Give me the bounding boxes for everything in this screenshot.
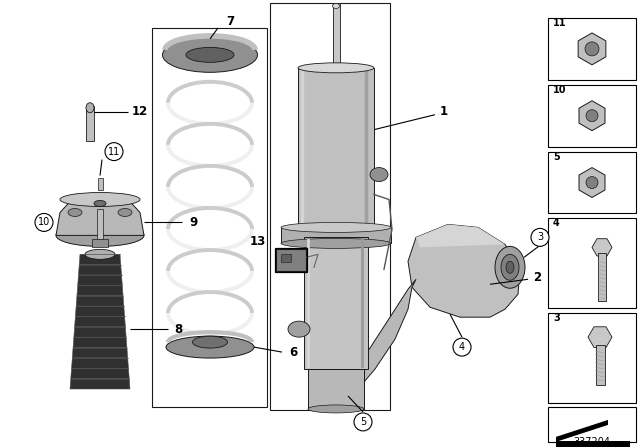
Bar — [548, 313, 636, 403]
Text: 11: 11 — [553, 18, 566, 28]
Text: 7: 7 — [226, 15, 234, 28]
Text: 337204: 337204 — [573, 437, 611, 447]
Text: 6: 6 — [289, 345, 297, 358]
Circle shape — [105, 142, 123, 160]
Ellipse shape — [308, 405, 364, 413]
Text: 1: 1 — [440, 105, 448, 118]
Bar — [598, 254, 606, 301]
Bar — [595, 345, 605, 385]
Polygon shape — [74, 327, 126, 337]
Ellipse shape — [506, 261, 514, 273]
Bar — [270, 3, 390, 410]
Bar — [92, 239, 108, 247]
Polygon shape — [416, 224, 505, 247]
Text: 5: 5 — [553, 151, 560, 162]
Polygon shape — [77, 275, 122, 285]
Ellipse shape — [85, 250, 115, 259]
Ellipse shape — [60, 193, 140, 207]
Polygon shape — [338, 279, 416, 399]
Ellipse shape — [86, 103, 94, 113]
Ellipse shape — [186, 47, 234, 62]
Bar — [548, 18, 636, 80]
Polygon shape — [56, 195, 144, 235]
Ellipse shape — [56, 224, 144, 246]
Polygon shape — [79, 254, 121, 265]
Text: 13: 13 — [250, 235, 266, 248]
Ellipse shape — [118, 208, 132, 216]
Ellipse shape — [193, 336, 227, 348]
Ellipse shape — [163, 37, 257, 72]
Ellipse shape — [94, 201, 106, 207]
Circle shape — [354, 413, 372, 431]
Bar — [275, 248, 307, 272]
Ellipse shape — [495, 246, 525, 288]
Text: 8: 8 — [174, 323, 182, 336]
Text: 3: 3 — [537, 233, 543, 242]
Ellipse shape — [288, 321, 310, 337]
Ellipse shape — [281, 222, 391, 233]
Bar — [97, 210, 103, 239]
Circle shape — [35, 213, 53, 232]
Bar — [86, 106, 94, 141]
Polygon shape — [281, 228, 391, 243]
Bar — [97, 177, 102, 190]
Bar — [276, 250, 306, 271]
Polygon shape — [72, 348, 128, 358]
Bar — [548, 407, 636, 442]
Text: 11: 11 — [108, 146, 120, 157]
Text: 5: 5 — [360, 417, 366, 427]
Text: 4: 4 — [459, 342, 465, 352]
Bar — [548, 219, 636, 308]
Polygon shape — [70, 379, 130, 389]
Bar — [548, 85, 636, 146]
Bar — [556, 441, 630, 447]
Text: 10: 10 — [553, 85, 566, 95]
Polygon shape — [73, 337, 127, 348]
Bar — [281, 254, 291, 263]
Ellipse shape — [68, 208, 82, 216]
Circle shape — [586, 177, 598, 189]
Bar — [548, 151, 636, 213]
Polygon shape — [77, 285, 123, 296]
Polygon shape — [76, 306, 125, 316]
Text: 2: 2 — [533, 271, 541, 284]
Polygon shape — [556, 420, 608, 442]
Polygon shape — [76, 296, 124, 306]
Polygon shape — [298, 68, 374, 229]
Text: 4: 4 — [553, 219, 560, 228]
Polygon shape — [308, 369, 364, 409]
Circle shape — [531, 228, 549, 246]
Text: 3: 3 — [553, 313, 560, 323]
Bar — [333, 3, 340, 68]
Ellipse shape — [166, 336, 254, 358]
Text: 10: 10 — [38, 217, 50, 228]
Circle shape — [585, 42, 599, 56]
Ellipse shape — [370, 168, 388, 181]
Text: 9: 9 — [189, 216, 197, 229]
Polygon shape — [71, 368, 129, 379]
Bar — [152, 28, 267, 407]
Ellipse shape — [281, 238, 391, 248]
Polygon shape — [75, 316, 125, 327]
Text: 12: 12 — [132, 105, 148, 118]
Ellipse shape — [501, 254, 519, 280]
Ellipse shape — [298, 63, 374, 73]
Circle shape — [586, 110, 598, 122]
Polygon shape — [304, 237, 368, 369]
Polygon shape — [72, 358, 129, 368]
Polygon shape — [79, 265, 122, 275]
Ellipse shape — [333, 4, 339, 9]
Polygon shape — [408, 224, 520, 317]
Circle shape — [453, 338, 471, 356]
